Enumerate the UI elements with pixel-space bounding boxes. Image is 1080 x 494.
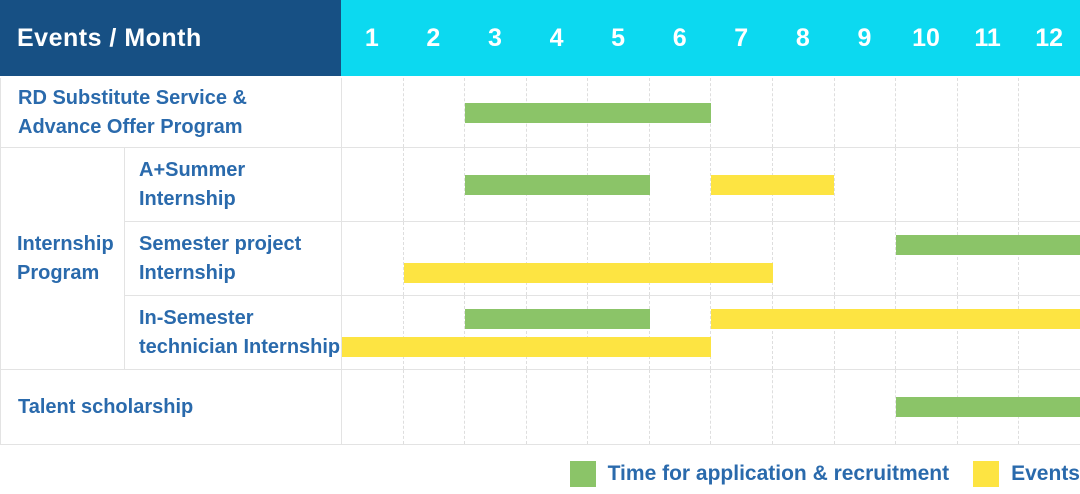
legend-swatch-application	[569, 461, 596, 487]
chart-cell	[342, 148, 1080, 221]
page-title: Events / Month	[17, 23, 202, 52]
event-row: RD Substitute Service & Advance Offer Pro…	[1, 78, 1080, 147]
month-label-2: 2	[426, 23, 441, 52]
month-label-12: 12	[1035, 23, 1064, 52]
chart-cell	[342, 370, 1080, 444]
month-label-9: 9	[857, 23, 872, 52]
legend-swatch-event	[973, 461, 1000, 487]
legend-label: Time for application & recruitment	[607, 462, 950, 485]
row-label: Semester project Internship	[125, 222, 342, 295]
row-label: A+Summer Internship	[125, 148, 342, 221]
month-label-1: 1	[364, 23, 379, 52]
chart-cell	[342, 296, 1080, 369]
bar-lane	[342, 234, 1080, 255]
event-row: In-Semester technician Internship	[125, 296, 1080, 369]
month-label-5: 5	[611, 23, 626, 52]
bar-lane	[342, 308, 1080, 329]
bar-lane	[342, 397, 1080, 417]
gantt-bar-event	[403, 262, 773, 283]
table-body: RD Substitute Service & Advance Offer Pro…	[0, 78, 1080, 445]
legend-item-event: Events	[973, 461, 1080, 487]
bar-lane	[342, 262, 1080, 283]
month-label-4: 4	[549, 23, 564, 52]
gantt-bar-event	[711, 308, 1080, 329]
gantt-bar-event	[711, 174, 834, 195]
gantt-bar-application	[895, 397, 1080, 417]
month-label-7: 7	[734, 23, 749, 52]
month-label-3: 3	[487, 23, 502, 52]
bar-lane	[342, 174, 1080, 195]
gantt-bar-application	[465, 308, 650, 329]
month-gridlines	[342, 222, 1080, 295]
event-row: A+Summer Internship	[125, 148, 1080, 222]
month-label-11: 11	[974, 23, 1001, 52]
bar-lane	[342, 336, 1080, 357]
month-label-10: 10	[912, 23, 940, 52]
gantt-bar-application	[465, 174, 650, 195]
chart-cell	[342, 222, 1080, 295]
gantt-bar-application	[465, 102, 711, 123]
legend-label: Events	[1011, 462, 1080, 485]
event-row: Talent scholarship	[1, 370, 1080, 444]
event-row: Semester project Internship	[125, 222, 1080, 296]
month-label-6: 6	[672, 23, 687, 52]
chart-cell	[342, 78, 1080, 147]
row-label: RD Substitute Service & Advance Offer Pro…	[1, 78, 342, 147]
month-label-8: 8	[795, 23, 810, 52]
group-label: Internship Program	[1, 148, 125, 369]
bar-lane	[342, 102, 1080, 123]
legend: Time for application & recruitment Events	[569, 461, 1080, 487]
month-header: 1 2 3 4 5 6 7 8 9 10 11 12	[341, 0, 1080, 76]
row-label: Talent scholarship	[1, 370, 342, 444]
gantt-bar-application	[895, 234, 1080, 255]
month-gridlines	[342, 296, 1080, 369]
table-header: Events / Month 1 2 3 4 5 6 7 8 9 10 11 12	[0, 0, 1080, 76]
legend-item-application: Time for application & recruitment	[569, 461, 950, 487]
table-section: Talent scholarship	[1, 370, 1080, 445]
row-label: In-Semester technician Internship	[125, 296, 342, 369]
events-month-header-cell: Events / Month	[0, 0, 341, 76]
table-section: Internship Program A+Summer Internship Semes…	[1, 148, 1080, 370]
table-section: RD Substitute Service & Advance Offer Pro…	[1, 78, 1080, 148]
gantt-bar-event	[342, 336, 711, 357]
